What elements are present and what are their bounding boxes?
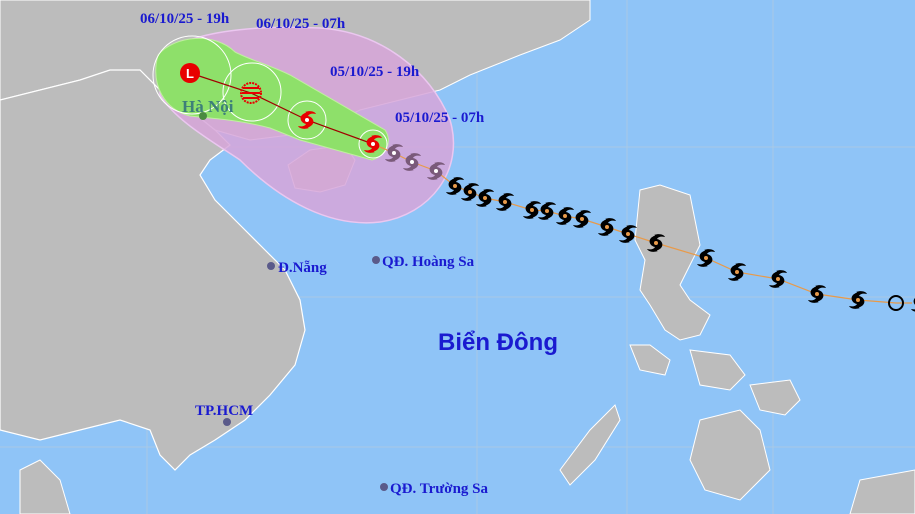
typhoon-icon-black — [728, 263, 746, 281]
typhoon-icon-black — [476, 189, 494, 207]
forecast-time-label: 06/10/25 - 19h — [140, 11, 230, 27]
forecast-time-label: 06/10/25 - 07h — [256, 16, 346, 32]
island-label-hoangsa: QĐ. Hoàng Sa — [382, 254, 475, 270]
forecast-track-line — [189, 72, 374, 145]
city-label-hcm: TP.HCM — [195, 403, 253, 419]
typhoon-icon-black — [496, 193, 514, 211]
typhoon-icon-black — [446, 177, 464, 195]
typhoon-icon-black — [556, 207, 574, 225]
city-label-hanoi: Hà Nội — [182, 97, 234, 116]
forecast-time-label: 05/10/25 - 07h — [395, 110, 485, 126]
typhoon-icon-black — [849, 291, 867, 309]
land-philippines — [559, 184, 915, 514]
typhoon-icon-black — [461, 183, 479, 201]
island-label-truongsa: QĐ. Trường Sa — [390, 481, 489, 497]
typhoon-icon-purple — [385, 144, 403, 162]
land-malaysia — [19, 459, 71, 514]
hcm-marker — [223, 418, 231, 426]
typhoon-icon-purple — [403, 153, 421, 171]
hanoi-marker — [199, 112, 207, 120]
land-vietnam-indochina — [0, 69, 306, 471]
past-track-line — [372, 143, 912, 304]
tropical-depression-hatched-icon — [240, 82, 262, 104]
typhoon-icon-red — [364, 135, 382, 153]
typhoon-icon-purple — [427, 162, 445, 180]
tropical-depression-circle-icon — [888, 295, 904, 311]
danang-marker — [267, 262, 275, 270]
typhoon-icon-black — [523, 201, 541, 219]
typhoon-icon-black — [697, 249, 715, 267]
forecast-time-label: 05/10/25 - 19h — [330, 64, 420, 80]
typhoon-icon-black — [619, 225, 637, 243]
typhoon-icon-black — [538, 202, 556, 220]
hoangsa-marker — [372, 256, 380, 264]
typhoon-icon-black — [598, 218, 616, 236]
typhoon-icon-red — [298, 111, 316, 129]
typhoon-icon-black — [808, 285, 826, 303]
sea-label: Biển Đông — [438, 329, 558, 356]
low-pressure-L-icon: L — [180, 63, 200, 83]
typhoon-icon-black — [769, 270, 787, 288]
typhoon-icon-black — [911, 298, 915, 312]
city-label-danang: Đ.Nẵng — [278, 260, 327, 276]
uncertainty-circles — [152, 35, 388, 159]
svg-text:L: L — [186, 66, 194, 81]
typhoon-icon-black — [573, 210, 591, 228]
typhoon-icon-black — [647, 234, 665, 252]
truongsa-marker — [380, 483, 388, 491]
